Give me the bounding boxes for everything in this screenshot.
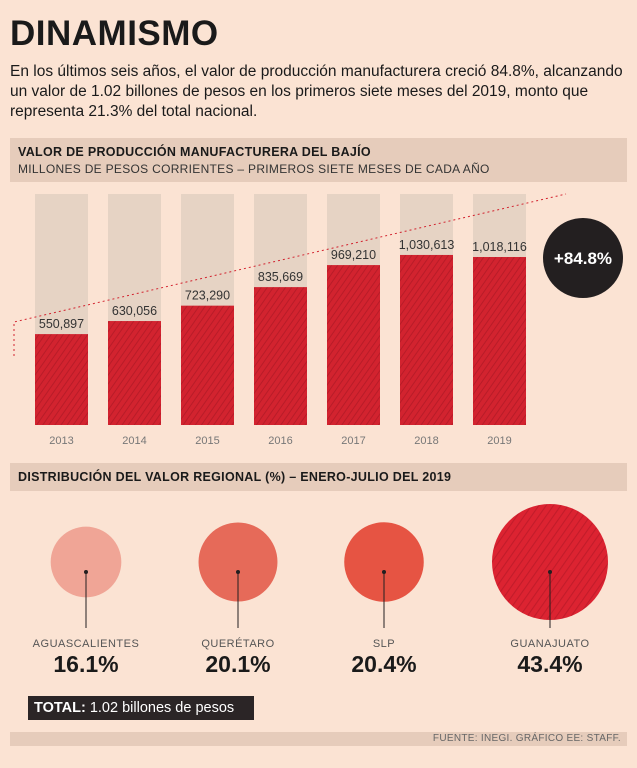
total-label: TOTAL:	[34, 700, 86, 716]
x-tick-label: 2015	[195, 435, 219, 447]
bar-2015	[181, 305, 234, 425]
growth-badge	[543, 218, 623, 298]
footer-band	[10, 732, 627, 746]
bubble-chart-header: DISTRIBUCIÓN DEL VALOR REGIONAL (%) – EN…	[10, 463, 627, 491]
bubble-leader-dot	[382, 570, 386, 574]
bar-value-label: 1,018,116	[472, 240, 527, 254]
page-title: DINAMISMO	[10, 14, 219, 53]
bubble-querétaro	[198, 522, 278, 602]
bar-value-label: 723,290	[185, 289, 230, 303]
state-percentage: 16.1%	[53, 651, 119, 677]
bubble-chart	[50, 504, 608, 628]
bubble-chart-title: DISTRIBUCIÓN DEL VALOR REGIONAL (%) – EN…	[18, 470, 452, 484]
state-name: QUERÉTARO	[201, 638, 275, 650]
state-percentage: 20.1%	[205, 651, 271, 677]
state-name: AGUASCALIENTES	[32, 638, 140, 650]
bar-2016	[254, 287, 307, 425]
bar-chart-title: VALOR DE PRODUCCIÓN MANUFACTURERA DEL BA…	[18, 145, 371, 159]
x-tick-label: 2013	[49, 435, 73, 447]
bar-2013	[35, 334, 88, 425]
x-tick-label: 2018	[414, 435, 438, 447]
bar-value-label: 550,897	[39, 317, 84, 331]
bar-value-label: 1,030,613	[399, 238, 455, 252]
bar-2017	[327, 265, 380, 425]
bubble-leader-dot	[236, 570, 240, 574]
bubble-guanajuato	[492, 504, 608, 620]
bar-chart-header: VALOR DE PRODUCCIÓN MANUFACTURERA DEL BA…	[10, 138, 627, 182]
bar-2014	[108, 321, 161, 425]
source-note: FUENTE: INEGI. GRÁFICO EE: STAFF.	[432, 733, 621, 744]
intro-text: En los últimos seis años, el valor de pr…	[10, 63, 623, 120]
x-tick-label: 2016	[268, 435, 292, 447]
growth-badge-label: +84.8%	[554, 249, 612, 268]
bar-value-label: 630,056	[112, 304, 157, 318]
x-tick-label: 2017	[341, 435, 365, 447]
state-percentage: 20.4%	[351, 651, 417, 677]
bubble-leader-dot	[548, 570, 552, 574]
bubble-slp	[344, 522, 424, 602]
x-tick-label: 2019	[487, 435, 511, 447]
x-tick-label: 2014	[122, 435, 146, 447]
total-box: TOTAL: 1.02 billones de pesos	[28, 696, 254, 720]
bar-chart-subtitle: MILLONES DE PESOS CORRIENTES – PRIMEROS …	[18, 162, 490, 176]
state-name: SLP	[372, 638, 396, 650]
bubble-leader-dot	[84, 570, 88, 574]
state-percentage: 43.4%	[517, 651, 583, 677]
bar-2018	[400, 254, 453, 425]
bar-chart: 550,897 2013 630,056 2014 723,290 2015 835,669…	[13, 193, 623, 447]
bar-2019	[473, 257, 526, 425]
state-name: GUANAJUATO	[510, 638, 590, 650]
bar-value-label: 835,669	[258, 270, 303, 284]
total-value: 1.02 billones de pesos	[89, 700, 235, 716]
growth-trend-line	[13, 193, 567, 356]
bubble-aguascalientes	[50, 526, 122, 598]
bar-value-label: 969,210	[331, 248, 376, 262]
